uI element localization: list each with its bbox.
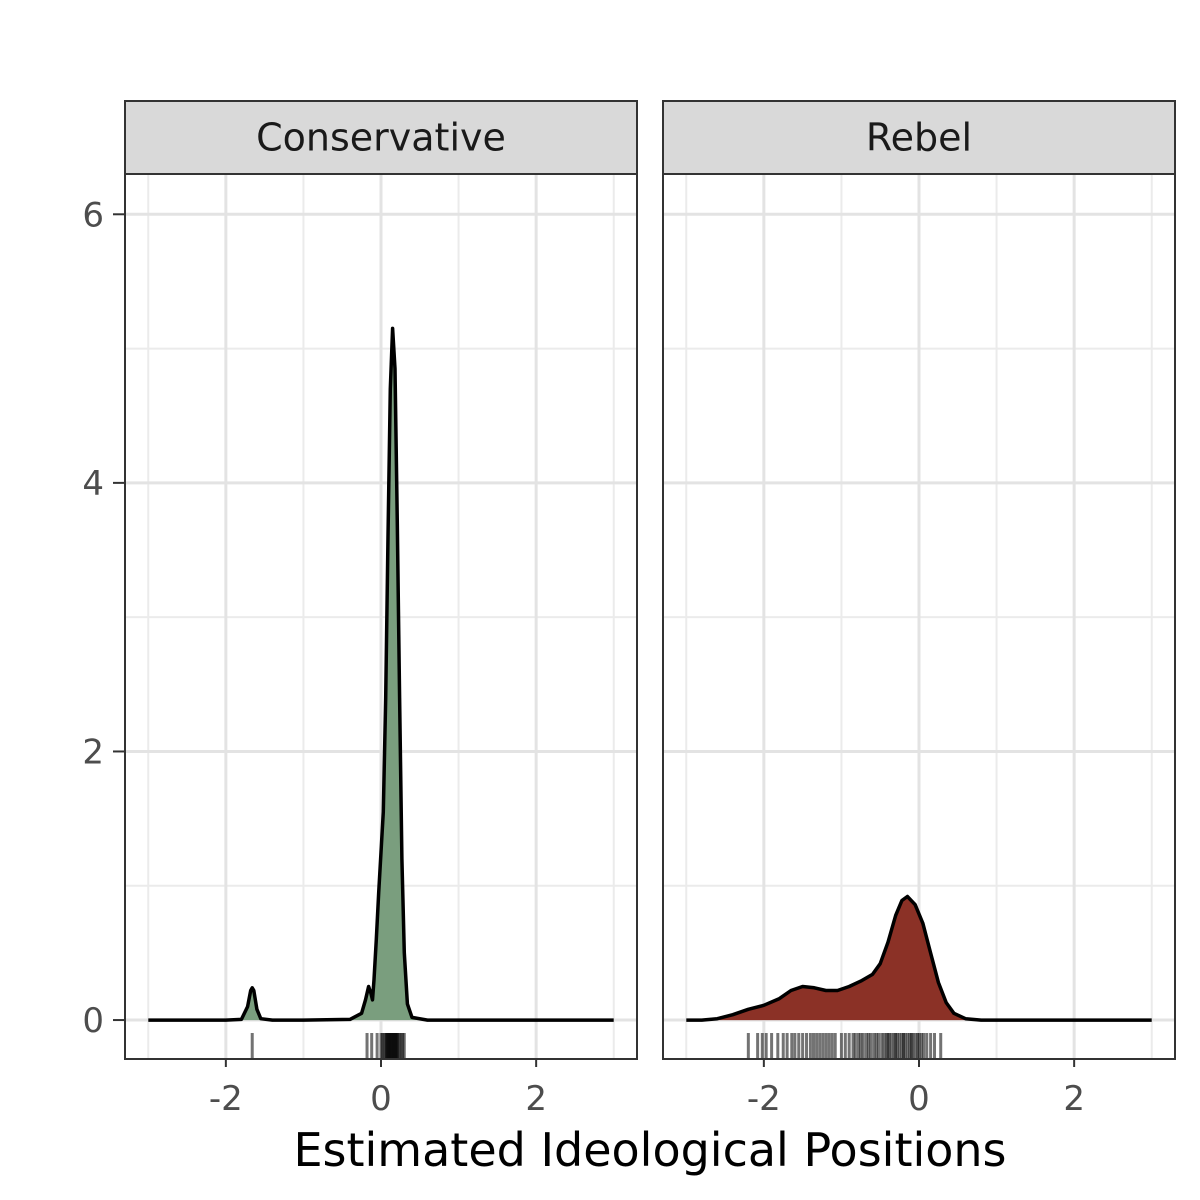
facet-strip-label: Conservative <box>256 116 506 160</box>
facet-strip-label: Rebel <box>866 116 972 160</box>
x-tick-label: 2 <box>1063 1079 1085 1119</box>
x-axis-title: Estimated Ideological Positions <box>293 1123 1006 1177</box>
y-tick-label: 4 <box>82 464 104 504</box>
x-tick-label: 2 <box>525 1079 547 1119</box>
panel-conservative: Conservative -2 0 2 <box>124 100 638 1119</box>
panels-layer: Conservative -2 0 2 Rebel -2 0 2 <box>124 100 1176 1119</box>
x-tick-label: 0 <box>370 1079 392 1119</box>
density-line <box>148 326 614 1022</box>
y-tick-label: 6 <box>82 195 104 235</box>
y-tick-label: 2 <box>82 732 104 772</box>
x-tick-label: -2 <box>747 1079 781 1119</box>
panel-rebel: Rebel -2 0 2 <box>662 100 1176 1119</box>
density-line <box>686 894 1152 1022</box>
facet-strip <box>662 100 1176 175</box>
facet-strip <box>124 100 638 175</box>
x-tick-label: -2 <box>209 1079 243 1119</box>
y-axis: 0 2 4 6 <box>82 195 125 1041</box>
density-area <box>686 896 1152 1021</box>
y-tick-label: 0 <box>82 1001 104 1041</box>
x-tick-label: 0 <box>908 1079 930 1119</box>
